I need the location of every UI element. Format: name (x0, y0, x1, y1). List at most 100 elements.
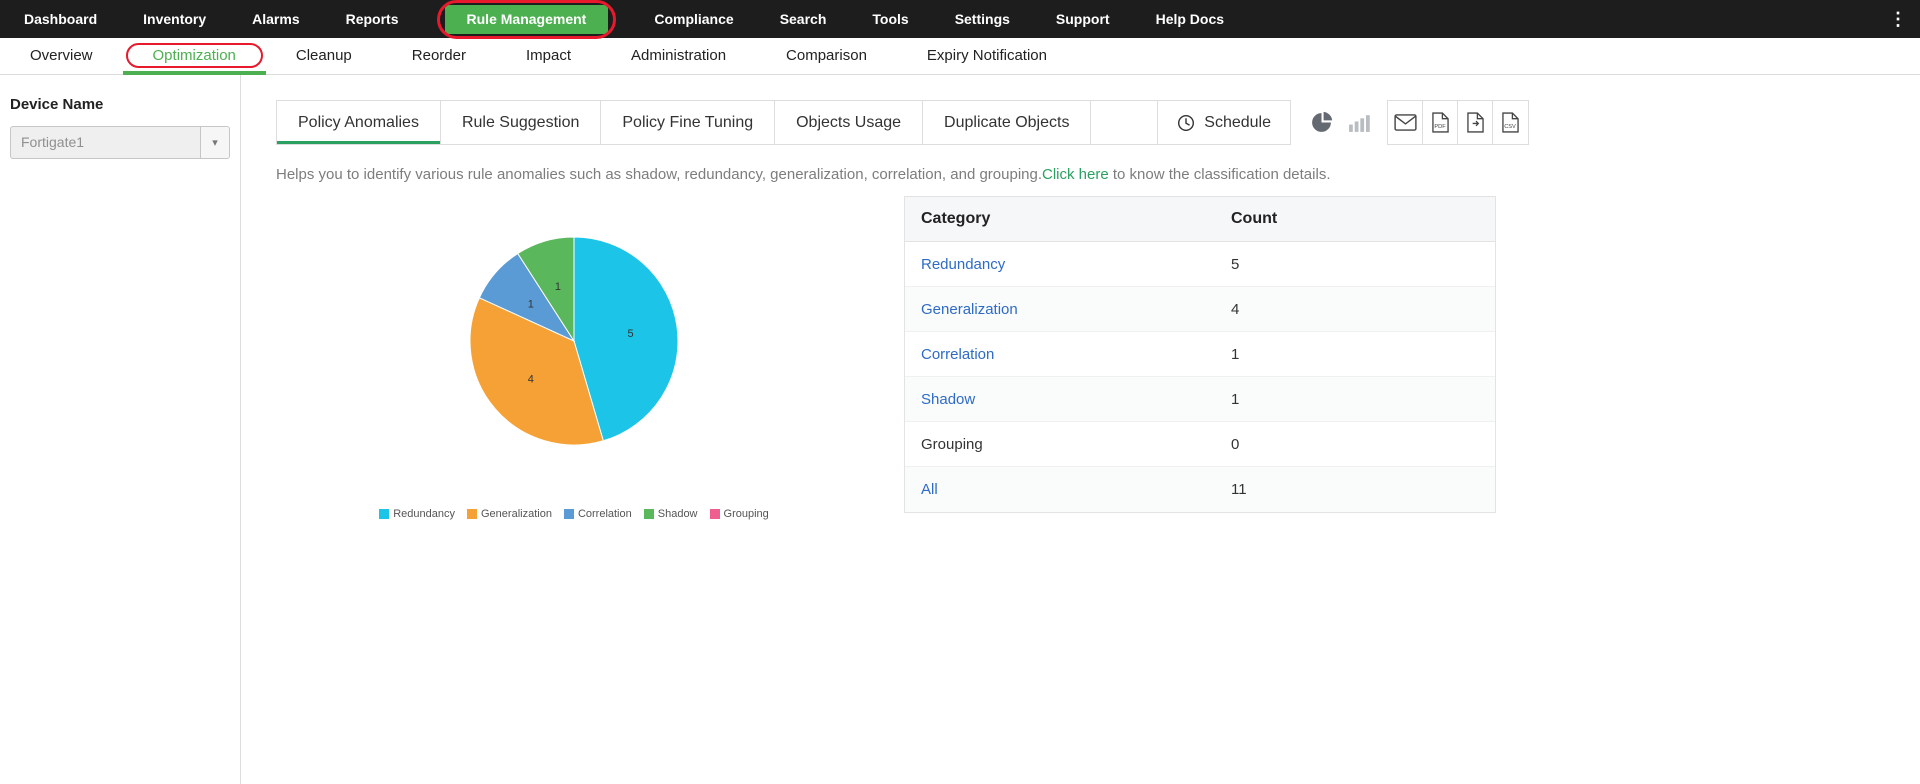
csv-export-icon[interactable]: CSV (1493, 101, 1528, 144)
legend-item-redundancy[interactable]: Redundancy (379, 508, 455, 520)
table-row-generalization: Generalization 4 (905, 287, 1495, 332)
count-value: 1 (1231, 390, 1240, 408)
subnav-administration[interactable]: Administration (631, 47, 727, 64)
file-export-icon[interactable] (1458, 101, 1493, 144)
table-row-redundancy: Redundancy 5 (905, 242, 1495, 287)
category-link[interactable]: Generalization (921, 300, 1018, 318)
device-select[interactable]: Fortigate1 ▾ (10, 126, 230, 159)
nav-tools[interactable]: Tools (872, 11, 909, 27)
category-link[interactable]: Shadow (921, 390, 976, 408)
category-link[interactable]: Correlation (921, 345, 995, 363)
column-header-count: Count (1231, 210, 1278, 227)
nav-search[interactable]: Search (779, 11, 827, 27)
subnav-reorder[interactable]: Reorder (411, 47, 466, 64)
count-value: 5 (1231, 255, 1240, 273)
nav-help-docs[interactable]: Help Docs (1155, 11, 1225, 27)
chart-type-toggles (1310, 100, 1371, 145)
clock-icon (1177, 114, 1195, 132)
pie-value-label: 1 (555, 281, 561, 293)
subnav-overview[interactable]: Overview (30, 47, 93, 64)
device-name-label: Device Name (10, 96, 104, 113)
subnav-optimization-label: Optimization (152, 47, 236, 64)
pie-slice-shadow[interactable] (517, 236, 575, 343)
kebab-menu-icon[interactable]: ⋮ (1889, 9, 1907, 29)
legend-swatch-icon (643, 509, 654, 519)
nav-compliance[interactable]: Compliance (654, 11, 734, 27)
schedule-button[interactable]: Schedule (1157, 101, 1290, 144)
legend-swatch-icon (467, 509, 477, 519)
count-value: 1 (1231, 345, 1240, 363)
pdf-export-icon[interactable]: PDF (1423, 101, 1458, 144)
pie-chart-container: 5 4 1 1 (469, 236, 679, 451)
pie-slice-generalization[interactable] (469, 297, 604, 446)
subnav-optimization[interactable]: Optimization (122, 38, 266, 75)
nav-support[interactable]: Support (1055, 11, 1110, 27)
svg-text:CSV: CSV (1504, 124, 1516, 130)
legend-label: Grouping (723, 508, 769, 520)
sidebar: Device Name Fortigate1 ▾ (0, 75, 241, 784)
legend-swatch-icon (563, 509, 574, 519)
table-row-shadow: Shadow 1 (905, 377, 1495, 422)
nav-inventory[interactable]: Inventory (143, 11, 207, 27)
nav-rule-management-label: Rule Management (466, 10, 587, 27)
table-row-correlation: Correlation 1 (905, 332, 1495, 377)
pie-chart-toggle-icon[interactable] (1310, 111, 1333, 134)
legend-swatch-icon (709, 509, 720, 519)
subnav-impact[interactable]: Impact (525, 47, 571, 64)
table-column: Category Count Redundancy 5 Generalizati… (904, 196, 1496, 520)
legend-item-correlation[interactable]: Correlation (563, 508, 632, 520)
pie-slice-redundancy[interactable] (573, 236, 679, 442)
tab-policy-anomalies[interactable]: Policy Anomalies (277, 101, 441, 144)
category-link[interactable]: Redundancy (921, 255, 1006, 273)
count-value: 11 (1231, 481, 1247, 498)
chevron-down-icon[interactable]: ▾ (200, 127, 229, 158)
legend-item-grouping[interactable]: Grouping (709, 508, 769, 520)
table-header: Category Count (905, 197, 1495, 242)
nav-settings[interactable]: Settings (954, 11, 1010, 27)
helper-text: Helps you to identify various rule anoma… (276, 166, 1920, 183)
table-row-all: All 11 (905, 467, 1495, 512)
main-content: Policy Anomalies Rule Suggestion Policy … (241, 75, 1920, 784)
sub-navigation: Overview Optimization Cleanup Reorder Im… (0, 38, 1920, 75)
export-actions: PDF CSV (1387, 100, 1529, 145)
tab-spacer (1091, 101, 1157, 144)
email-icon[interactable] (1388, 101, 1423, 144)
anomaly-toolbar: Policy Anomalies Rule Suggestion Policy … (276, 100, 1529, 145)
nav-reports[interactable]: Reports (345, 11, 399, 27)
count-value: 0 (1231, 435, 1240, 453)
legend-label: Shadow (657, 508, 698, 520)
chart-column: 5 4 1 1 Redundancy Generalization Correlation… (276, 196, 872, 520)
nav-alarms[interactable]: Alarms (252, 11, 300, 27)
legend-item-generalization[interactable]: Generalization (467, 508, 552, 520)
tab-rule-suggestion[interactable]: Rule Suggestion (441, 101, 602, 144)
legend-label: Redundancy (393, 508, 455, 520)
chart-legend: Redundancy Generalization Correlation Shado… (379, 508, 769, 520)
helper-text-after: to know the classification details. (1108, 166, 1331, 183)
subnav-comparison[interactable]: Comparison (786, 47, 867, 64)
tab-strip: Policy Anomalies Rule Suggestion Policy … (276, 100, 1291, 145)
category-link[interactable]: All (921, 481, 938, 498)
device-select-value: Fortigate1 (21, 134, 85, 150)
nav-dashboard[interactable]: Dashboard (24, 11, 98, 27)
legend-item-shadow[interactable]: Shadow (643, 508, 698, 520)
nav-rule-management[interactable]: Rule Management (436, 0, 617, 39)
tab-policy-fine-tuning[interactable]: Policy Fine Tuning (601, 101, 776, 144)
top-navigation: Dashboard Inventory Alarms Reports Rule … (0, 0, 1920, 39)
anomaly-table: Category Count Redundancy 5 Generalizati… (904, 196, 1496, 513)
bar-chart-toggle-icon[interactable] (1348, 111, 1371, 134)
pie-value-label: 4 (528, 374, 534, 386)
legend-label: Correlation (577, 508, 632, 520)
pie-value-label: 1 (528, 299, 534, 311)
legend-label: Generalization (481, 508, 552, 520)
column-header-category: Category (921, 210, 991, 227)
subnav-expiry-notification[interactable]: Expiry Notification (926, 47, 1047, 64)
tab-objects-usage[interactable]: Objects Usage (775, 101, 924, 144)
category-label: Grouping (921, 435, 983, 453)
svg-text:PDF: PDF (1434, 124, 1446, 130)
subnav-cleanup[interactable]: Cleanup (295, 47, 352, 64)
helper-text-before: Helps you to identify various rule anoma… (276, 166, 1043, 183)
tab-duplicate-objects[interactable]: Duplicate Objects (923, 101, 1092, 144)
count-value: 4 (1231, 300, 1240, 318)
click-here-link[interactable]: Click here (1042, 166, 1109, 183)
